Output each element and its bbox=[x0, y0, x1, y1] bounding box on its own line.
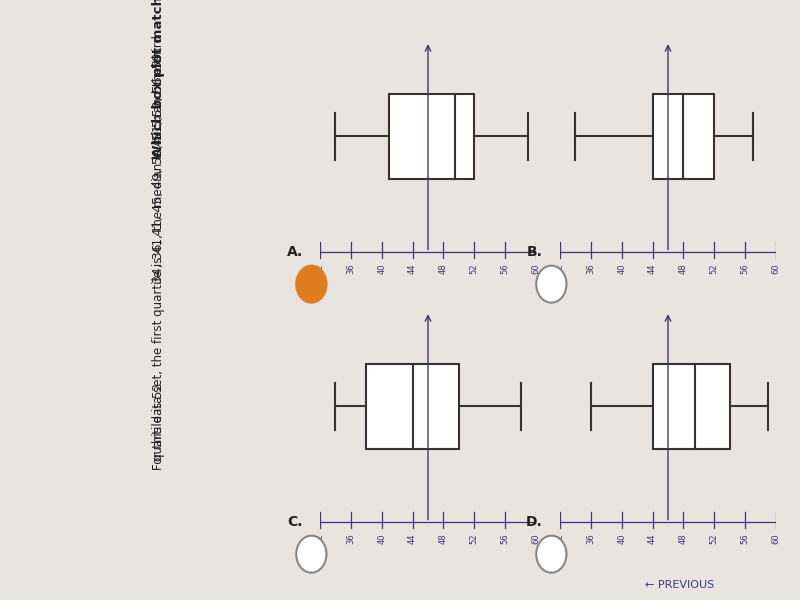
Text: D.: D. bbox=[526, 515, 542, 529]
Bar bbox=[366, 364, 459, 449]
Text: 48: 48 bbox=[439, 533, 448, 544]
Circle shape bbox=[296, 266, 326, 302]
Text: 44: 44 bbox=[408, 263, 417, 274]
Text: A.: A. bbox=[286, 245, 302, 259]
Bar bbox=[390, 94, 474, 179]
Text: 56: 56 bbox=[501, 533, 510, 544]
Text: 40: 40 bbox=[618, 263, 626, 274]
Text: 34, 36, 41, 45, 49, 50, 51, 52, 56, 59: 34, 36, 41, 45, 49, 50, 51, 52, 56, 59 bbox=[152, 53, 165, 283]
Text: For this data set, the first quartile is 41, the median is 49.5, and the third: For this data set, the first quartile is… bbox=[152, 34, 165, 469]
Text: 60: 60 bbox=[771, 263, 781, 274]
Text: 60: 60 bbox=[531, 263, 541, 274]
Text: 36: 36 bbox=[586, 263, 595, 274]
Text: C.: C. bbox=[287, 515, 302, 529]
Text: 56: 56 bbox=[741, 263, 750, 274]
Text: 52: 52 bbox=[710, 533, 718, 544]
Text: 32: 32 bbox=[555, 263, 565, 274]
Text: 56: 56 bbox=[501, 263, 510, 274]
Text: 40: 40 bbox=[618, 533, 626, 544]
Text: 48: 48 bbox=[679, 533, 688, 544]
Text: 36: 36 bbox=[346, 263, 355, 274]
Text: 32: 32 bbox=[315, 533, 325, 544]
Text: B.: B. bbox=[527, 245, 542, 259]
Text: 32: 32 bbox=[555, 533, 565, 544]
Text: 52: 52 bbox=[470, 263, 478, 274]
Text: quartile is 52.: quartile is 52. bbox=[152, 379, 165, 461]
Text: 36: 36 bbox=[586, 533, 595, 544]
Circle shape bbox=[536, 266, 566, 302]
Text: 40: 40 bbox=[378, 533, 386, 544]
Text: 52: 52 bbox=[470, 533, 478, 544]
Circle shape bbox=[296, 536, 326, 572]
Text: 60: 60 bbox=[771, 533, 781, 544]
Text: 48: 48 bbox=[679, 263, 688, 274]
Text: 36: 36 bbox=[346, 533, 355, 544]
Text: 56: 56 bbox=[741, 533, 750, 544]
Text: Which box plot matches the data set?: Which box plot matches the data set? bbox=[152, 0, 165, 160]
Text: 52: 52 bbox=[710, 263, 718, 274]
Text: 44: 44 bbox=[408, 533, 417, 544]
Bar bbox=[653, 94, 714, 179]
Bar bbox=[653, 364, 730, 449]
Text: 60: 60 bbox=[531, 533, 541, 544]
Text: 44: 44 bbox=[648, 533, 657, 544]
Text: 44: 44 bbox=[648, 263, 657, 274]
Text: 40: 40 bbox=[378, 263, 386, 274]
Circle shape bbox=[536, 536, 566, 572]
Text: 48: 48 bbox=[439, 263, 448, 274]
Text: 32: 32 bbox=[315, 263, 325, 274]
Text: ← PREVIOUS: ← PREVIOUS bbox=[646, 580, 714, 590]
